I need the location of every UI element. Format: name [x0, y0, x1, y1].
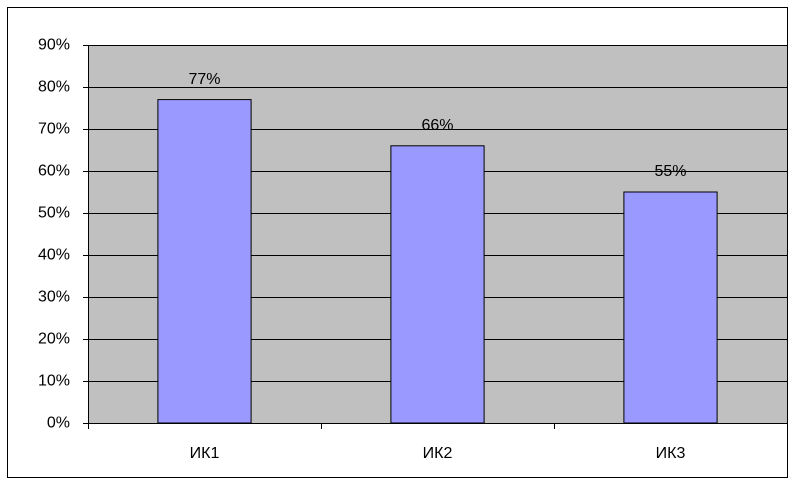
y-tick-label: 20% [38, 331, 70, 348]
y-tick-label: 70% [38, 121, 70, 138]
y-tick-label: 80% [38, 79, 70, 96]
bar [623, 191, 718, 424]
y-tick-label: 30% [38, 289, 70, 306]
y-tick-label: 60% [38, 163, 70, 180]
bar [390, 145, 485, 424]
x-tick-label: ИК3 [656, 445, 686, 462]
y-tick-label: 90% [38, 37, 70, 54]
x-tick-label: ИК1 [190, 445, 220, 462]
y-tick-label: 50% [38, 205, 70, 222]
y-tick-label: 0% [47, 415, 70, 432]
x-tick-label: ИК2 [423, 445, 453, 462]
y-tick-label: 40% [38, 247, 70, 264]
y-tick-label: 10% [38, 373, 70, 390]
data-label: 66% [421, 117, 453, 134]
data-label: 77% [188, 71, 220, 88]
bar [157, 99, 252, 424]
data-label: 55% [654, 163, 686, 180]
